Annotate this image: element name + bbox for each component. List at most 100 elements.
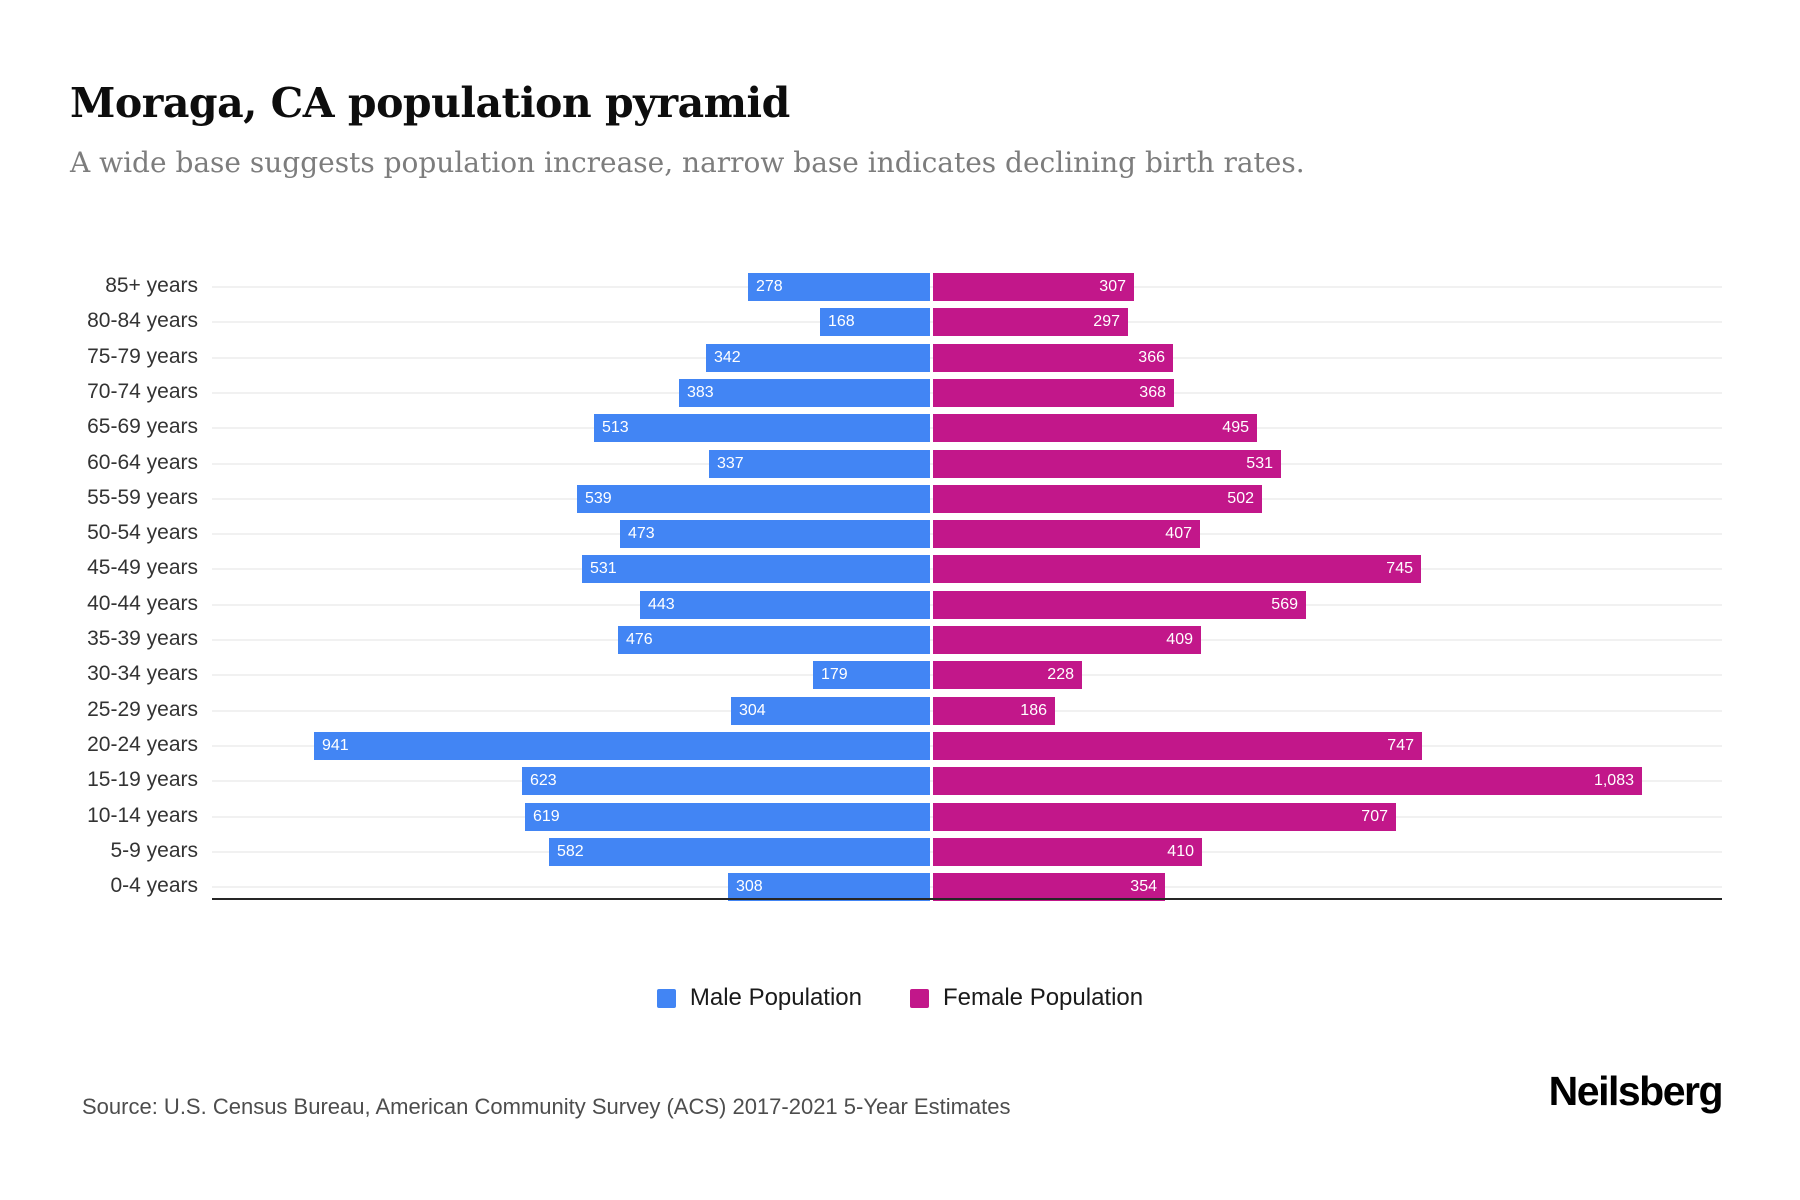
age-group-label: 10-14 years — [87, 803, 198, 827]
male-bar-value-label: 476 — [626, 631, 653, 648]
male-bar-value-label: 941 — [322, 736, 349, 754]
female-bar: 409 — [933, 626, 1201, 654]
female-bar-value-label: 747 — [1387, 736, 1414, 754]
female-bar: 1,083 — [933, 767, 1642, 796]
age-group-label: 30-34 years — [87, 662, 198, 686]
male-legend-swatch-icon — [656, 988, 676, 1008]
age-group-label: 5-9 years — [110, 838, 198, 862]
male-bar-value-label: 531 — [590, 560, 617, 578]
male-bar: 941 — [314, 731, 930, 760]
age-group-label: 25-29 years — [87, 697, 198, 721]
female-bar-value-label: 745 — [1386, 560, 1413, 578]
female-bar-value-label: 495 — [1222, 419, 1249, 437]
female-bar-value-label: 407 — [1165, 525, 1192, 543]
male-bar: 623 — [522, 767, 930, 796]
source-attribution: Source: U.S. Census Bureau, American Com… — [82, 1094, 1011, 1119]
age-group-label: 60-64 years — [87, 450, 198, 474]
male-bar: 308 — [728, 873, 930, 902]
female-bar: 297 — [933, 308, 1128, 337]
female-bar-value-label: 569 — [1271, 595, 1298, 613]
male-bar: 582 — [549, 837, 930, 866]
female-bar: 502 — [933, 484, 1262, 513]
female-bar: 569 — [933, 590, 1306, 619]
male-bar: 539 — [577, 484, 930, 513]
male-bar-value-label: 582 — [557, 842, 584, 860]
female-bar-value-label: 186 — [1020, 701, 1047, 719]
female-bar-value-label: 531 — [1246, 454, 1273, 472]
legend-label-male: Male Population — [689, 984, 862, 1011]
male-bar: 476 — [618, 626, 930, 654]
female-legend-swatch-icon — [910, 988, 929, 1008]
female-bar: 410 — [933, 837, 1202, 866]
age-group-label: 70-74 years — [87, 379, 198, 403]
male-bar-value-label: 304 — [739, 701, 766, 719]
x-axis-line — [212, 898, 1722, 900]
female-bar: 307 — [933, 273, 1134, 301]
male-bar: 531 — [582, 555, 930, 584]
age-group-label: 50-54 years — [87, 521, 198, 545]
female-bar: 407 — [933, 520, 1200, 549]
male-bar: 168 — [820, 308, 930, 337]
male-bar-value-label: 443 — [648, 595, 675, 613]
male-bar-value-label: 308 — [736, 878, 763, 896]
male-bar-value-label: 513 — [602, 419, 629, 437]
age-group-label: 80-84 years — [87, 309, 198, 333]
female-bar-value-label: 354 — [1130, 878, 1157, 896]
male-bar: 443 — [640, 590, 930, 619]
male-bar: 513 — [594, 414, 930, 443]
female-bar-value-label: 307 — [1099, 278, 1126, 295]
male-bar-value-label: 337 — [717, 454, 744, 472]
male-bar-value-label: 383 — [687, 383, 714, 401]
male-bar-value-label: 342 — [714, 348, 741, 366]
legend-label-female: Female Population — [943, 984, 1144, 1011]
age-group-label: 0-4 years — [110, 874, 198, 898]
age-group-label: 55-59 years — [87, 485, 198, 509]
male-bar-value-label: 179 — [821, 666, 848, 684]
legend-item-male: Male Population — [656, 984, 862, 1012]
female-bar-value-label: 707 — [1361, 807, 1388, 825]
female-bar: 228 — [933, 661, 1082, 690]
female-bar: 707 — [933, 802, 1396, 831]
legend-item-female: Female Population — [910, 984, 1143, 1012]
age-group-label: 85+ years — [105, 274, 198, 297]
age-group-label: 15-19 years — [87, 768, 198, 792]
female-bar: 368 — [933, 378, 1174, 407]
age-group-label: 45-49 years — [87, 556, 198, 580]
female-bar-value-label: 297 — [1093, 313, 1120, 331]
female-bar: 747 — [933, 731, 1422, 760]
age-group-label: 75-79 years — [87, 344, 198, 368]
female-bar-value-label: 409 — [1166, 631, 1193, 648]
male-bar-value-label: 473 — [628, 525, 655, 543]
female-bar-value-label: 366 — [1138, 348, 1165, 366]
age-group-label: 40-44 years — [87, 591, 198, 615]
male-bar: 304 — [731, 696, 930, 725]
female-bar: 354 — [933, 873, 1165, 902]
page-title: Moraga, CA population pyramid — [70, 79, 790, 128]
age-group-label: 20-24 years — [87, 732, 198, 756]
age-group-label: 65-69 years — [87, 415, 198, 439]
male-bar: 179 — [813, 661, 930, 690]
page-subtitle: A wide base suggests population increase… — [70, 146, 1305, 179]
female-bar: 531 — [933, 449, 1281, 478]
female-bar: 745 — [933, 555, 1421, 584]
male-bar-value-label: 168 — [828, 313, 855, 331]
female-bar: 366 — [933, 343, 1173, 372]
male-bar: 278 — [748, 273, 930, 301]
age-group-label: 35-39 years — [87, 627, 198, 650]
female-bar: 495 — [933, 414, 1257, 443]
male-bar: 473 — [620, 520, 930, 549]
female-bar-value-label: 1,083 — [1593, 772, 1634, 790]
female-bar: 186 — [933, 696, 1055, 725]
chart-legend: Male Population Female Population — [0, 984, 1800, 1012]
female-bar-value-label: 502 — [1227, 489, 1254, 507]
female-bar-value-label: 228 — [1047, 666, 1074, 684]
male-bar: 383 — [679, 378, 930, 407]
male-bar: 342 — [706, 343, 930, 372]
male-bar-value-label: 619 — [533, 807, 560, 825]
male-bar: 337 — [709, 449, 930, 478]
male-bar: 619 — [525, 802, 930, 831]
male-bar-value-label: 278 — [756, 278, 783, 295]
female-bar-value-label: 368 — [1139, 383, 1166, 401]
